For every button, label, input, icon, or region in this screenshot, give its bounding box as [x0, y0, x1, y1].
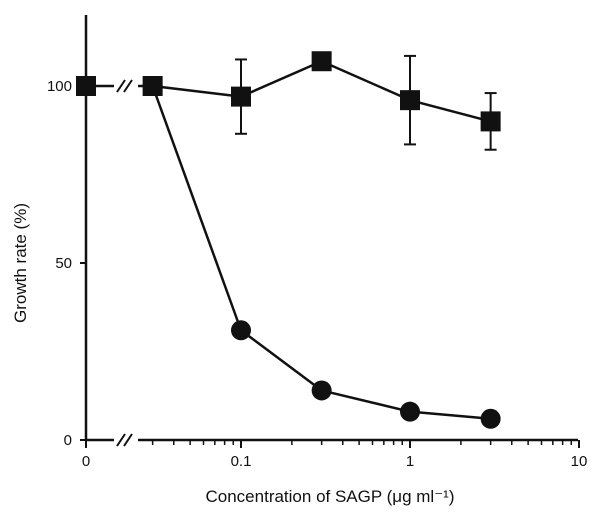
- y-tick-label-0: 0: [64, 432, 72, 449]
- y-axis-label: Growth rate (%): [11, 203, 30, 323]
- square-marker: [480, 111, 501, 132]
- y-tick-label-50: 50: [55, 255, 72, 272]
- ticks: 0 50 100 0 0.1 1 10: [47, 78, 587, 470]
- y-tick-label-100: 100: [47, 78, 72, 95]
- series-1-segment: [152, 84, 242, 98]
- x-axis-break-mark-2: [123, 433, 133, 447]
- series-2: [142, 76, 501, 429]
- x-axis-break-mark-1: [116, 433, 126, 447]
- circle-marker: [400, 401, 420, 422]
- x-axis-label: Concentration of SAGP (μg ml⁻¹): [206, 487, 455, 506]
- x-tick-label-10: 10: [571, 453, 588, 470]
- series-2-segment: [240, 329, 323, 392]
- series-1-segment: [240, 60, 323, 98]
- series-2-segment: [409, 410, 491, 421]
- series-layer: [76, 51, 501, 429]
- series-1-segment: [321, 60, 411, 102]
- square-marker: [400, 90, 420, 111]
- series-2-segment: [321, 389, 411, 413]
- square-marker: [231, 86, 251, 107]
- square-marker: [76, 76, 96, 96]
- square-marker: [311, 51, 332, 72]
- circle-marker: [231, 320, 251, 341]
- data-line-break-mark-2: [123, 79, 133, 93]
- series-1: [76, 51, 501, 151]
- data-line-break-mark-1: [116, 79, 126, 93]
- circle-marker: [142, 76, 163, 96]
- x-tick-label-0: 0: [82, 453, 90, 470]
- x-tick-label-1: 1: [406, 453, 414, 470]
- circle-marker: [480, 408, 501, 429]
- circle-marker: [311, 380, 332, 401]
- series-1-segment: [409, 98, 491, 123]
- series-2-segment: [151, 85, 243, 331]
- x-tick-label-0.1: 0.1: [231, 453, 252, 470]
